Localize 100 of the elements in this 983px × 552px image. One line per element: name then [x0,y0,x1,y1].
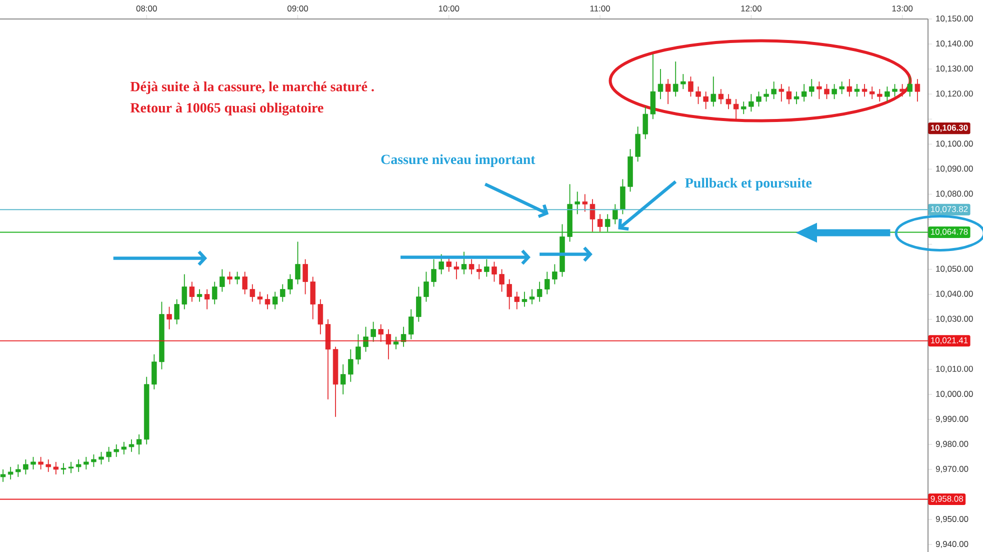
candlestick [846,78,852,98]
candlestick [612,204,618,225]
candlestick [53,461,59,475]
candlestick [220,268,225,292]
ref-line-label: 9,958.08 [930,496,964,503]
candlestick [733,98,739,120]
candlestick [46,458,51,472]
y-tick-label: 10,000.00 [936,390,973,398]
x-tick-label: 10:00 [438,5,460,12]
annotation: Retour à 10065 quasi obligatoire [130,102,324,116]
candlestick [492,261,497,282]
y-tick-label: 10,150.00 [936,16,973,22]
candlestick [604,214,610,232]
candlestick [680,74,686,90]
candlestick [23,458,28,475]
candlestick [552,264,558,285]
candlestick [522,291,528,308]
candlestick [786,86,792,105]
candlestick [499,268,504,292]
candlestick [378,324,384,342]
candlestick [189,281,195,302]
candlestick [832,84,837,100]
candlestick [438,254,444,275]
candlestick [400,326,406,348]
candlestick [121,441,127,455]
candlestick [84,456,89,470]
candlestick [136,434,142,455]
candlestick [348,348,354,382]
candlestick [114,444,119,458]
x-tick-label: 08:00 [136,5,157,12]
annotation: Déjà suite à la cassure, le marché saturé . [130,81,374,94]
ref-line-label: 10,073.82 [931,206,968,214]
y-tick-label: 9,940.00 [936,541,968,548]
candlestick [892,84,898,98]
candlestick [741,101,746,115]
candlestick [60,462,66,475]
candlestick [227,271,232,285]
x-tick-label: 09:00 [287,5,308,12]
candlestick [809,78,814,98]
candlestick [370,321,376,342]
candlestick [468,258,474,275]
candlestick [174,298,180,325]
candlestick [454,261,460,280]
candlestick [280,284,286,302]
candlestick [824,84,830,100]
y-tick-label: 10,040.00 [936,290,973,298]
candlestick [854,84,860,98]
candlestick [862,84,868,98]
candlestick [393,336,399,350]
candlestick [242,271,248,295]
candlestick [310,276,316,320]
candlestick [318,298,324,335]
candlestick [839,81,844,95]
candlestick [98,451,104,465]
candlestick [514,291,520,310]
candlestick [869,86,875,100]
y-tick-label: 10,090.00 [936,166,973,173]
candlestick [914,78,920,102]
text: 10,106.30 [930,124,968,132]
x-tick-label: 12:00 [741,5,762,12]
candlestick [672,61,678,98]
candlestick [801,84,807,102]
candlestick [295,241,300,285]
candlestick [907,76,912,98]
candlestick [718,88,724,105]
candlestick [794,91,800,105]
candlestick [431,258,436,288]
candlestick [386,328,392,360]
y-tick-label: 10,140.00 [936,40,973,48]
annotation: Pullback et poursuite [685,178,812,190]
candlestick [484,258,490,278]
candlestick [506,278,512,310]
y-tick-label: 10,120.00 [936,90,973,98]
candlestick [536,281,542,302]
candlestick [446,256,452,272]
candlestick [696,86,701,105]
candlestick [182,274,188,310]
candlestick [574,191,580,215]
candlestick [30,456,36,470]
candlestick [356,334,361,365]
candlestick [748,94,754,112]
candlestick [0,468,6,482]
candlestick [288,274,293,295]
candlestick [476,264,482,280]
candlestick [264,294,270,310]
ref-line-label: 10,064.78 [931,228,968,236]
candlestick [461,251,467,275]
candlestick [424,271,429,302]
candlestick [212,281,218,305]
y-tick-label: 10,100.00 [936,140,973,148]
candlestick [884,86,890,102]
candlestick [650,54,656,120]
candlestick [340,364,346,395]
candlestick [128,438,134,452]
candlestick [529,288,535,305]
candlestick [152,354,157,390]
y-tick-label: 10,030.00 [936,316,973,323]
candlestick [642,106,648,140]
x-tick-label: 11:00 [590,5,610,12]
y-tick-label: 9,990.00 [936,416,968,423]
